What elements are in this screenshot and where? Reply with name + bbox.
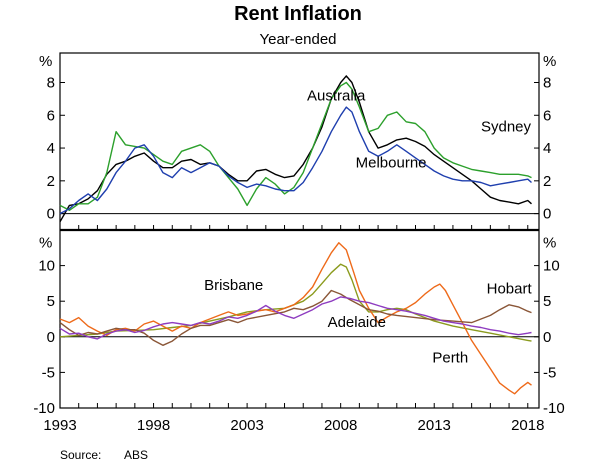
panel1-ytick-label-right: 8 — [543, 75, 551, 92]
series-line-melbourne — [59, 106, 532, 215]
plot-frame — [59, 52, 540, 409]
series-line-adelaide — [59, 296, 532, 340]
axes-layer: % % 0 0 2 2 4 4 6 6 8 8% % -10 -10 -5 -5 0 0 5 5 10 10 1993 1998… — [33, 53, 564, 434]
series-line-brisbane — [59, 263, 532, 342]
series-layer — [59, 75, 532, 395]
panel2-ytick-label-left: -5 — [42, 364, 55, 381]
source-label: Source: — [60, 448, 101, 462]
xtick-label: 2008 — [324, 417, 357, 434]
series-label-adelaide: Adelaide — [328, 314, 386, 331]
series-label-australia: Australia — [307, 88, 366, 105]
xtick-label: 2003 — [230, 417, 263, 434]
panel1-ytick-label-left: 2 — [47, 173, 55, 190]
panel1-ytick-label-left: 6 — [47, 107, 55, 124]
panel2-ytick-label-left: 5 — [47, 293, 55, 310]
panel2-ytick-label-left: -10 — [33, 400, 55, 417]
panel1-ytick-label-right: 6 — [543, 107, 551, 124]
panel1-unit-label-left: % — [39, 53, 52, 70]
xtick-label: 1993 — [43, 417, 76, 434]
series-label-hobart: Hobart — [487, 280, 533, 297]
panel2-unit-label-left: % — [39, 235, 52, 252]
panel2-ytick-label-left: 0 — [47, 329, 55, 346]
panel2-ytick-label-left: 10 — [38, 258, 55, 275]
panel1-unit-label-right: % — [543, 53, 556, 70]
panel2-ytick-label-right: -5 — [543, 364, 556, 381]
xtick-label: 2018 — [511, 417, 544, 434]
panel2-ytick-label-right: 0 — [543, 329, 551, 346]
panel2-ytick-label-right: 5 — [543, 293, 551, 310]
panel1-ytick-label-right: 4 — [543, 140, 551, 157]
series-label-melbourne: Melbourne — [356, 155, 427, 172]
panel1-ytick-label-right: 0 — [543, 206, 551, 223]
label-layer: Australia Sydney Melbourne Brisbane Perth Hob… — [204, 88, 532, 367]
panel1-ytick-label-left: 0 — [47, 206, 55, 223]
series-line-sydney — [59, 81, 532, 211]
panel1-ytick-label-left: 4 — [47, 140, 55, 157]
series-line-australia — [59, 75, 532, 223]
xtick-label: 1998 — [137, 417, 170, 434]
chart-subtitle: Year-ended — [259, 31, 336, 48]
panel1-ytick-label-right: 2 — [543, 173, 551, 190]
series-line-perth — [59, 242, 532, 395]
chart-title: Rent Inflation — [234, 3, 362, 25]
panel2-ytick-label-right: -10 — [543, 400, 565, 417]
panel2-unit-label-right: % — [543, 235, 556, 252]
series-label-perth: Perth — [432, 349, 468, 366]
series-label-brisbane: Brisbane — [204, 277, 263, 294]
source-value: ABS — [124, 448, 148, 462]
xtick-label: 2013 — [418, 417, 451, 434]
panel2-ytick-label-right: 10 — [543, 258, 560, 275]
series-label-sydney: Sydney — [481, 119, 532, 136]
series-line-hobart — [59, 289, 532, 346]
panel1-ytick-label-left: 8 — [47, 75, 55, 92]
